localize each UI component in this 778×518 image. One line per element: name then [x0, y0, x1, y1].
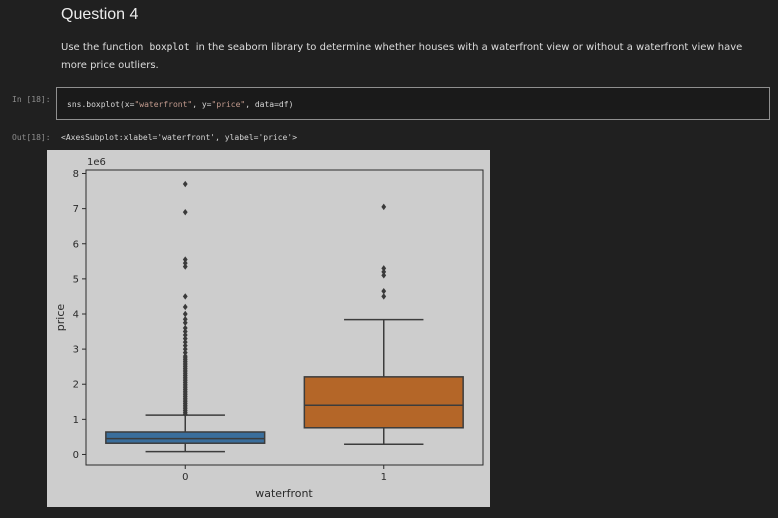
y-tick-label: 6: [73, 239, 79, 250]
outlier-point: [381, 203, 387, 211]
inline-code-boxplot: boxplot: [149, 42, 190, 53]
y-tick-label: 0: [73, 450, 79, 461]
axes-frame: [85, 169, 484, 466]
y-tick-label: 4: [73, 309, 79, 320]
y-tick-label: 1: [73, 415, 79, 426]
outlier-point: [182, 338, 188, 346]
code-line[interactable]: sns.boxplot(x="waterfront", y="price", d…: [67, 100, 293, 109]
outlier-point: [182, 180, 188, 188]
code-mid: , y=: [192, 100, 212, 109]
outlier-point: [182, 208, 188, 216]
outlier-point: [182, 256, 188, 263]
outlier-point: [182, 310, 188, 318]
code-cell[interactable]: sns.boxplot(x="waterfront", y="price", d…: [56, 87, 770, 120]
input-prompt: In [18]:: [12, 95, 51, 104]
x-tick-label: 0: [182, 472, 188, 483]
output-prompt: Out[18]:: [12, 133, 51, 142]
outlier-point: [381, 272, 387, 279]
question-text-after: in the seaborn library to determine whet…: [61, 42, 743, 71]
y-tick-label: 2: [73, 380, 79, 391]
y-tick-label: 7: [73, 204, 79, 215]
code-string-y: "price": [211, 100, 246, 109]
outlier-point: [381, 265, 387, 272]
boxplot-chart: 0 1 2 3 4 5 6 7 8 1e6 0 1 waterfront price: [54, 157, 484, 500]
y-tick-label: 3: [73, 345, 79, 356]
question-text: Use the function boxplot in the seaborn …: [61, 39, 761, 75]
code-string-x: "waterfront": [134, 100, 193, 109]
code-pre: sns.boxplot(x=: [67, 100, 135, 109]
x-axis-label: waterfront: [255, 487, 313, 500]
box-0: [105, 431, 266, 444]
y-tick-label: 8: [73, 169, 79, 180]
boxplot-figure: 0 1 2 3 4 5 6 7 8 1e6 0 1 waterfront price: [47, 150, 490, 507]
code-post: , data=df): [245, 100, 294, 109]
outlier-point: [182, 259, 188, 267]
outlier-point: [182, 328, 188, 335]
outlier-point: [182, 303, 188, 311]
question-text-before: Use the function: [61, 42, 144, 53]
outlier-point: [182, 342, 188, 349]
y-tick-label: 5: [73, 274, 79, 285]
y-multiplier-label: 1e6: [87, 157, 106, 168]
outlier-point: [381, 293, 387, 300]
x-tick-label: 1: [381, 472, 387, 483]
outlier-point: [182, 331, 188, 339]
output-text: <AxesSubplot:xlabel='waterfront', ylabel…: [61, 133, 298, 142]
question-heading: Question 4: [61, 6, 139, 23]
outlier-point: [182, 335, 188, 342]
y-axis-label: price: [54, 304, 67, 332]
outlier-point: [381, 268, 387, 276]
outlier-point: [381, 287, 387, 295]
outlier-point: [182, 263, 188, 270]
outlier-point: [182, 324, 188, 332]
outlier-point: [182, 293, 188, 300]
box-1: [303, 376, 464, 429]
